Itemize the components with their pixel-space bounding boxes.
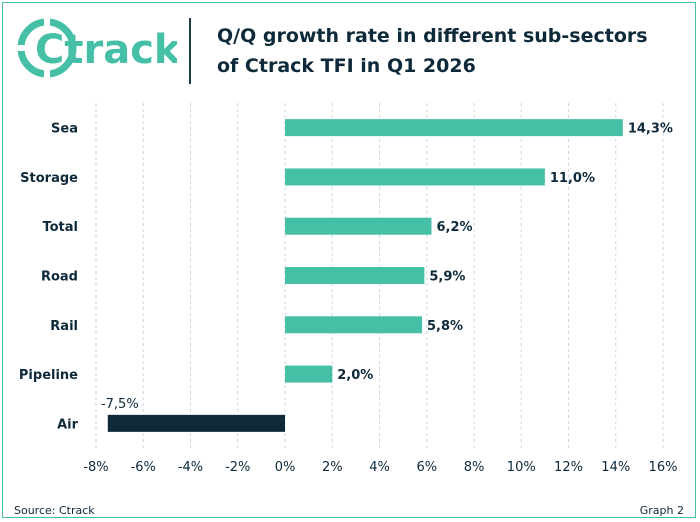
x-tick-label: 4% xyxy=(369,460,390,475)
category-label: Pipeline xyxy=(19,368,78,383)
bar xyxy=(285,267,425,284)
x-tick-label: 14% xyxy=(601,460,630,475)
bar xyxy=(107,414,285,432)
category-label: Rail xyxy=(50,319,78,334)
category-label: Road xyxy=(41,270,78,285)
data-label: 6,2% xyxy=(436,220,472,235)
chart-title-line-2: of Ctrack TFI in Q1 2026 xyxy=(217,55,476,77)
category-label: Total xyxy=(42,220,78,235)
source-note: Source: Ctrack xyxy=(14,504,95,517)
chart-title: Q/Q growth rate in different sub-sectors… xyxy=(217,21,697,81)
x-tick-label: 0% xyxy=(275,460,296,475)
x-tick-label: -8% xyxy=(83,460,108,475)
x-tick-label: -4% xyxy=(178,460,203,475)
x-tick-label: 6% xyxy=(416,460,437,475)
x-tick-label: -2% xyxy=(225,460,250,475)
data-label: 2,0% xyxy=(337,368,373,383)
logo-text: Ctrack xyxy=(35,27,177,73)
graph-label: Graph 2 xyxy=(639,504,684,517)
data-label: -7,5% xyxy=(101,397,139,412)
data-label: 5,9% xyxy=(429,270,465,285)
x-tick-label: -6% xyxy=(131,460,156,475)
category-label: Storage xyxy=(20,171,78,186)
data-label: 5,8% xyxy=(427,319,463,334)
bar xyxy=(285,365,333,383)
bar xyxy=(285,119,623,137)
ctrack-logo-mark: Ctrack xyxy=(17,18,182,78)
bar xyxy=(285,217,432,235)
header-divider xyxy=(189,18,191,84)
data-label: 14,3% xyxy=(628,122,673,137)
x-tick-label: 2% xyxy=(322,460,343,475)
x-tick-label: 16% xyxy=(649,460,678,475)
bar xyxy=(285,316,423,334)
bar xyxy=(285,168,545,186)
logo-notches-icon xyxy=(17,18,50,78)
category-label: Air xyxy=(57,417,79,432)
chart-title-line-1: Q/Q growth rate in different sub-sectors xyxy=(217,25,648,47)
x-tick-label: 10% xyxy=(507,460,536,475)
data-label: 11,0% xyxy=(550,171,595,186)
x-tick-label: 8% xyxy=(464,460,485,475)
category-label: Sea xyxy=(51,122,78,137)
x-tick-label: 12% xyxy=(554,460,583,475)
ctrack-logo: Ctrack xyxy=(17,13,182,83)
